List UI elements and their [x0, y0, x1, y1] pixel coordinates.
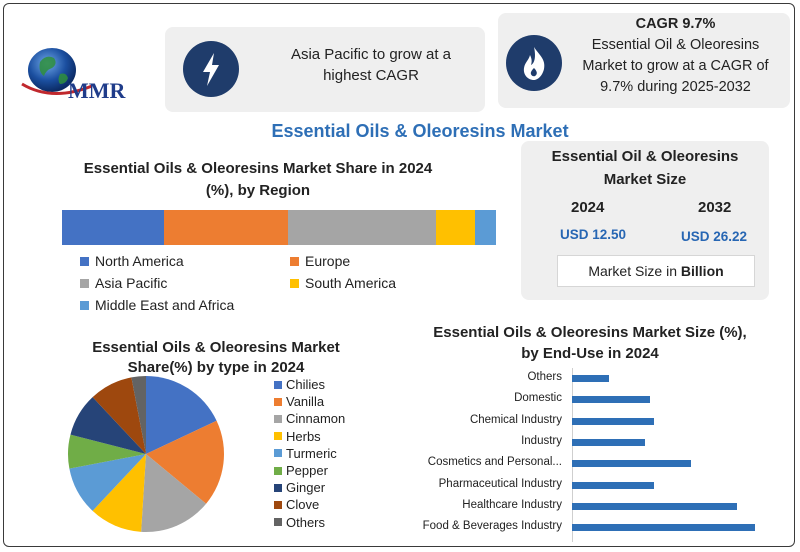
type-legend-item: Vanilla	[274, 394, 324, 409]
market-size-panel: Essential Oil & Oleoresins Market Size 2…	[521, 141, 769, 300]
legend-label: Others	[286, 514, 326, 530]
unit-prefix: Market Size in	[588, 263, 681, 279]
legend-label: North America	[95, 253, 184, 269]
enduse-bar	[572, 524, 755, 532]
type-legend-item: Herbs	[274, 429, 321, 444]
pie-slice-turmeric	[69, 454, 146, 511]
legend-label: Europe	[305, 253, 351, 269]
region-segment-north-america	[62, 210, 165, 245]
market-size-title: Essential Oil & Oleoresins Market Size	[551, 148, 739, 188]
type-chart-title: Essential Oils & Oleoresins Market Share…	[92, 339, 340, 376]
legend-swatch	[274, 397, 282, 406]
legend-label: Middle East and Africa	[95, 297, 235, 313]
type-legend-item: Turmeric	[274, 446, 337, 461]
callout-cagr: CAGR 9.7% Essential Oil & Oleoresins Mar…	[498, 13, 790, 108]
legend-label: Chilies	[286, 377, 326, 392]
pie-slice-herbs	[92, 454, 146, 532]
legend-label: Vanilla	[286, 394, 325, 410]
pie-slice-chilies	[146, 376, 217, 454]
enduse-bar	[572, 417, 655, 425]
lightning-icon	[183, 41, 239, 97]
cagr-text: Essential Oil & Oleoresins Market to gro…	[582, 37, 769, 95]
value-2032: USD 26.22	[681, 229, 748, 244]
enduse-bar	[572, 460, 691, 468]
callout-region-text: Asia Pacific to grow at a highest CAGR	[290, 46, 452, 84]
flame-icon	[506, 35, 562, 91]
enduse-category-label: Industry	[521, 434, 562, 447]
region-segment-south-america	[436, 210, 475, 245]
enduse-bar	[572, 396, 650, 404]
enduse-category-label: Cosmetics and Personal...	[427, 456, 562, 469]
pie-slice-others	[131, 376, 146, 454]
legend-swatch	[80, 278, 89, 288]
region-segment-middle-east-and-africa	[474, 210, 496, 245]
legend-label: South America	[305, 275, 397, 291]
region-chart-title: Essential Oils & Oleoresins Market Share…	[83, 160, 433, 199]
pie-slice-pepper	[68, 434, 146, 469]
enduse-bar	[572, 502, 737, 510]
cagr-title: CAGR 9.7%	[635, 16, 716, 32]
legend-swatch	[290, 256, 299, 266]
legend-label: Cinnamon	[286, 411, 346, 427]
enduse-category-label: Food & Beverages Industry	[422, 520, 562, 533]
enduse-category-label: Domestic	[514, 392, 562, 405]
year-2032: 2032	[698, 199, 732, 216]
value-2024: USD 12.50	[560, 227, 627, 242]
market-size-unit-box: Market Size in Billion	[557, 255, 755, 287]
enduse-axis-line	[572, 368, 573, 543]
enduse-bar	[572, 438, 646, 446]
region-legend-item: Middle East and Africa	[80, 297, 234, 313]
enduse-category-label: Pharmaceutical Industry	[438, 477, 562, 490]
legend-swatch	[274, 414, 282, 423]
enduse-bar	[572, 481, 655, 489]
pie-slice-cinnamon	[141, 454, 207, 532]
type-legend-item: Cinnamon	[274, 411, 345, 426]
legend-label: Herbs	[286, 428, 321, 444]
logo-text: MMR	[68, 78, 126, 103]
legend-swatch	[80, 256, 89, 266]
legend-swatch	[290, 278, 299, 288]
legend-label: Pepper	[286, 463, 328, 478]
type-legend-item: Pepper	[274, 463, 328, 478]
logo: MMR	[16, 44, 148, 106]
callout-region-growth: Asia Pacific to grow at a highest CAGR	[165, 27, 485, 112]
legend-swatch	[80, 300, 89, 310]
legend-swatch	[274, 449, 282, 458]
enduse-category-label: Healthcare Industry	[462, 498, 562, 511]
legend-swatch	[274, 380, 282, 389]
region-legend-item: South America	[290, 275, 396, 291]
enduse-category-label: Chemical Industry	[469, 413, 562, 426]
legend-swatch	[274, 518, 282, 527]
region-segment-europe	[164, 210, 288, 245]
type-legend-item: Ginger	[274, 480, 325, 495]
type-legend-item: Others	[274, 515, 325, 530]
region-legend-item: Europe	[290, 253, 350, 269]
region-stacked-bar	[62, 210, 496, 245]
type-pie-chart	[68, 376, 225, 532]
legend-swatch	[274, 466, 282, 475]
enduse-chart-title: Essential Oils & Oleoresins Market Size …	[433, 324, 747, 362]
region-legend-item: North America	[80, 253, 184, 269]
type-legend-item: Clove	[274, 497, 319, 512]
globe-icon	[21, 48, 93, 96]
pie-slice-clove	[92, 377, 146, 454]
page-frame	[3, 3, 795, 547]
legend-label: Ginger	[286, 480, 326, 496]
pie-slice-ginger	[70, 397, 146, 454]
main-title: Essential Oils & Oleoresins Market	[271, 121, 569, 141]
enduse-category-label: Others	[527, 371, 562, 383]
legend-swatch	[274, 500, 282, 509]
legend-swatch	[274, 432, 282, 441]
year-2024: 2024	[571, 199, 605, 216]
unit-billion: Billion	[680, 263, 724, 279]
type-legend-item: Chilies	[274, 377, 325, 392]
pie-slice-vanilla	[146, 420, 225, 504]
legend-swatch	[274, 483, 282, 492]
region-legend-item: Asia Pacific	[80, 275, 167, 291]
legend-label: Clove	[286, 497, 320, 513]
legend-label: Asia Pacific	[95, 275, 168, 291]
enduse-bar	[572, 375, 609, 382]
region-segment-asia-pacific	[287, 210, 437, 245]
legend-label: Turmeric	[286, 445, 337, 461]
